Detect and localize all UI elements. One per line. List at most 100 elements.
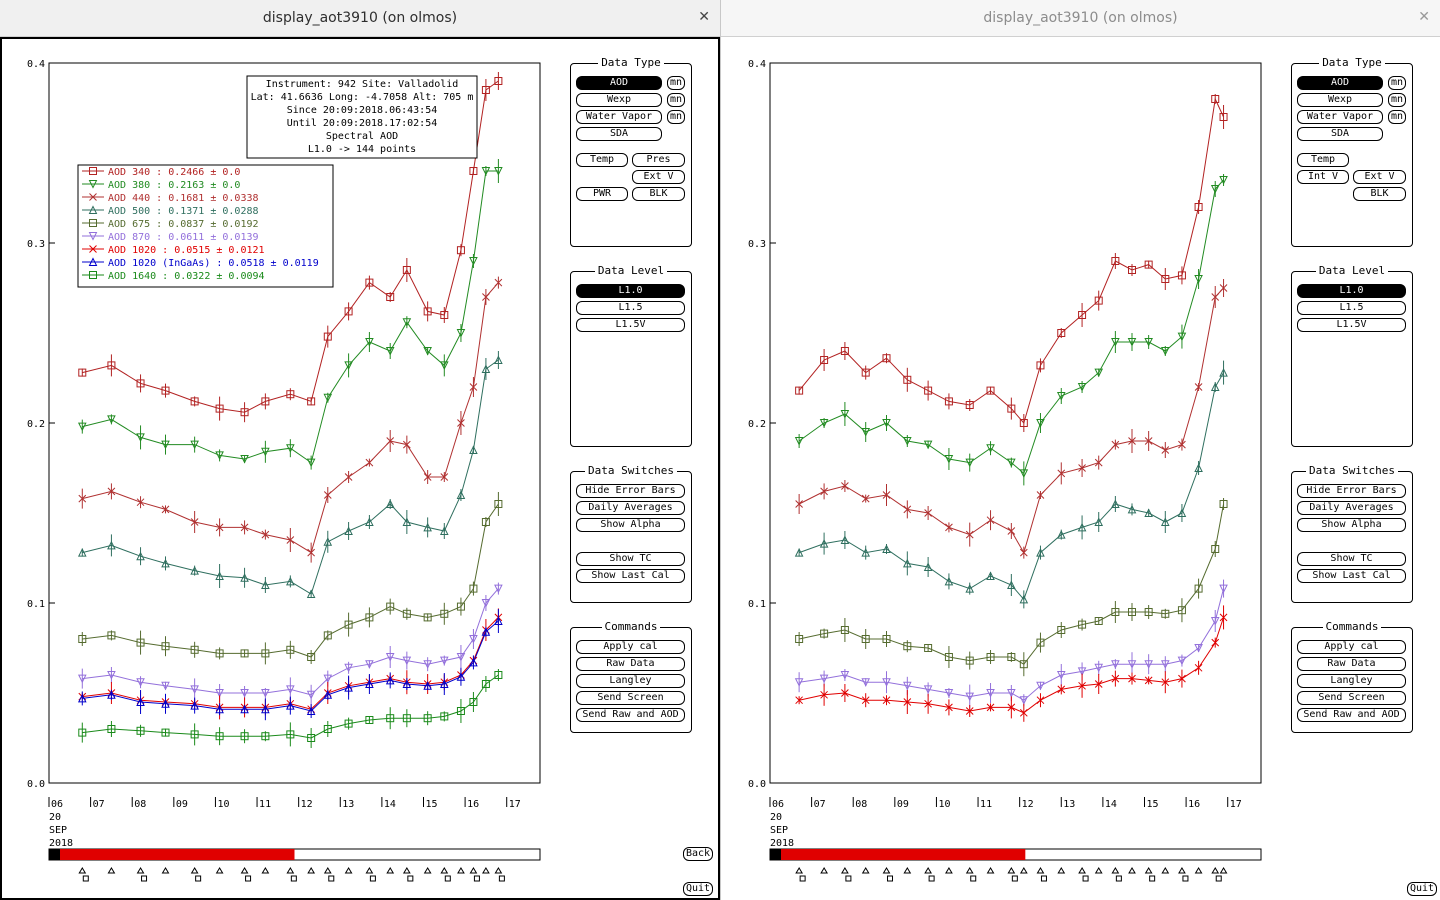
aod-button[interactable]: AOD: [576, 76, 662, 90]
langley-button[interactable]: Langley: [576, 674, 685, 688]
data-point: [1057, 685, 1066, 694]
data-point: [402, 440, 411, 449]
send-raw-and-aod-button[interactable]: Send Raw and AOD: [576, 708, 685, 722]
apply-cal-button[interactable]: Apply cal: [1297, 640, 1406, 654]
data-point: [1078, 620, 1087, 629]
data-point: [882, 491, 891, 499]
data-point: [944, 455, 954, 464]
progress-start: [770, 849, 781, 860]
hide-error-bars-button[interactable]: Hide Error Bars: [1297, 484, 1406, 498]
data-point: [190, 397, 199, 406]
water-vapor-button[interactable]: Water Vapor: [1297, 110, 1383, 124]
x-tick-label: 10: [217, 799, 229, 810]
data-point: [365, 660, 374, 669]
raw-data-button[interactable]: Raw Data: [576, 657, 685, 671]
data-point: [1094, 458, 1103, 467]
data-point: [365, 278, 374, 287]
date-label: SEP: [770, 825, 788, 836]
wexp-button[interactable]: Wexp: [576, 93, 662, 107]
event-marker: [323, 867, 332, 874]
data-point: [861, 428, 871, 437]
data-point: [819, 419, 829, 428]
daily-averages-button[interactable]: Daily Averages: [1297, 501, 1406, 515]
temp-button[interactable]: Temp: [576, 153, 628, 167]
blk-button[interactable]: BLK: [632, 187, 685, 201]
wexp-mn-button[interactable]: mn: [1388, 93, 1406, 107]
data-level-l1-5v-button[interactable]: L1.5V: [1297, 318, 1406, 332]
quit-button[interactable]: Quit: [683, 882, 713, 896]
aod-mn-button[interactable]: mn: [667, 76, 685, 90]
data-point: [1019, 594, 1029, 604]
data-point: [1127, 660, 1137, 669]
data-point: [1128, 608, 1137, 616]
daily-averages-button[interactable]: Daily Averages: [576, 501, 685, 515]
quit-button[interactable]: Quit: [1407, 882, 1437, 896]
show-last-cal-button[interactable]: Show Last Cal: [576, 569, 685, 583]
x-tick-label: 06: [51, 799, 63, 810]
show-tc-button[interactable]: Show TC: [576, 552, 685, 566]
data-level-l1-5-button[interactable]: L1.5: [576, 301, 685, 315]
data-level-l1-5v-button[interactable]: L1.5V: [576, 318, 685, 332]
data-point: [89, 167, 97, 175]
close-icon[interactable]: ✕: [698, 9, 710, 25]
apply-cal-button[interactable]: Apply cal: [576, 640, 685, 654]
panel-commands: Commands Apply cal Raw Data Langley Send Scr…: [1291, 620, 1413, 733]
data-point: [794, 678, 804, 687]
right-titlebar[interactable]: display_aot3910 (on olmos) ✕: [721, 0, 1440, 37]
event-marker: [240, 867, 249, 874]
aod-button[interactable]: AOD: [1297, 76, 1383, 90]
legend-entry: AOD 340 : 0.2466 ± 0.0: [108, 167, 240, 178]
info-line: Lat: 41.6636 Long: -4.7058 Alt: 705 m: [251, 92, 474, 103]
data-point: [439, 679, 449, 688]
send-screen-button[interactable]: Send Screen: [576, 691, 685, 705]
langley-button[interactable]: Langley: [1297, 674, 1406, 688]
ext-v-button[interactable]: Ext V: [632, 170, 685, 184]
hide-error-bars-button[interactable]: Hide Error Bars: [576, 484, 685, 498]
wexp-mn-button[interactable]: mn: [667, 93, 685, 107]
series-aod-380: [794, 174, 1228, 486]
time-progress-bar[interactable]: [769, 848, 1262, 861]
data-level-l1-0-button[interactable]: L1.0: [576, 284, 685, 298]
progress-fill: [781, 849, 1026, 860]
wexp-button[interactable]: Wexp: [1297, 93, 1383, 107]
show-tc-button[interactable]: Show TC: [1297, 552, 1406, 566]
show-alpha-button[interactable]: Show Alpha: [576, 518, 685, 532]
blk-button[interactable]: BLK: [1353, 187, 1406, 201]
water-vapor-mn-button[interactable]: mn: [667, 110, 685, 124]
data-point: [820, 356, 829, 364]
aod-mn-button[interactable]: mn: [1388, 76, 1406, 90]
data-level-l1-5-button[interactable]: L1.5: [1297, 301, 1406, 315]
ext-v-button[interactable]: Ext V: [1353, 170, 1406, 184]
send-raw-and-aod-button[interactable]: Send Raw and AOD: [1297, 708, 1406, 722]
pres-button[interactable]: Pres: [632, 153, 685, 167]
y-tick-label: 0.2: [748, 419, 766, 430]
event-marker: [498, 875, 505, 882]
send-screen-button[interactable]: Send Screen: [1297, 691, 1406, 705]
data-point: [481, 86, 490, 94]
raw-data-button[interactable]: Raw Data: [1297, 657, 1406, 671]
data-level-l1-0-button[interactable]: L1.0: [1297, 284, 1406, 298]
water-vapor-mn-button[interactable]: mn: [1388, 110, 1406, 124]
sda-button[interactable]: SDA: [1297, 127, 1383, 141]
y-tick-label: 0.4: [27, 59, 45, 70]
temp-button[interactable]: Temp: [1297, 153, 1349, 167]
data-point: [1111, 660, 1120, 669]
back-button[interactable]: Back: [683, 847, 713, 861]
show-alpha-button[interactable]: Show Alpha: [1297, 518, 1406, 532]
close-icon[interactable]: ✕: [1418, 9, 1430, 25]
data-point: [261, 649, 270, 658]
water-vapor-button[interactable]: Water Vapor: [576, 110, 662, 124]
event-markers: [795, 867, 1228, 882]
left-titlebar[interactable]: display_aot3910 (on olmos) ✕: [0, 0, 720, 37]
data-point: [965, 583, 975, 593]
pwr-button[interactable]: PWR: [576, 187, 628, 201]
data-point: [469, 257, 478, 266]
x-tick-label: 07: [814, 799, 826, 810]
int-v-button[interactable]: Int V: [1297, 170, 1349, 184]
sda-button[interactable]: SDA: [576, 127, 662, 141]
data-point: [494, 167, 503, 176]
series-line: [798, 287, 1224, 554]
time-progress-bar[interactable]: [48, 848, 541, 861]
show-last-cal-button[interactable]: Show Last Cal: [1297, 569, 1406, 583]
series-aod-1640: [78, 669, 503, 748]
